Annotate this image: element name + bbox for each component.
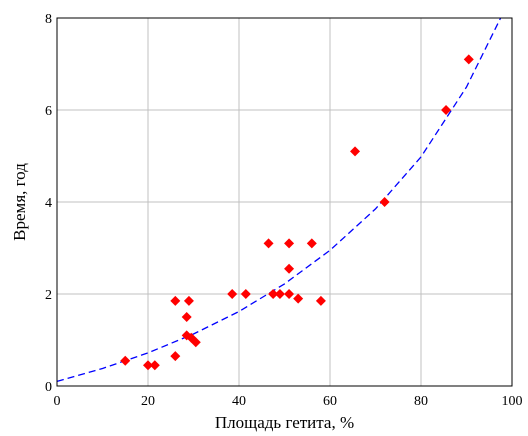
x-tick-label: 100 [502,394,523,409]
y-tick-label: 0 [45,380,52,395]
data-point [293,293,304,304]
data-point [190,337,201,348]
data-point [306,238,317,249]
data-point [350,146,361,157]
data-point [183,295,194,306]
data-point [143,360,153,371]
y-tick-label: 6 [45,104,52,119]
grid [56,17,513,387]
fit-curve-layer [56,17,502,383]
y-tick-label: 4 [45,196,52,211]
data-point [149,360,160,371]
data-point [284,238,295,249]
data-point [181,312,192,322]
x-tick-label: 20 [141,394,155,409]
data-point [240,289,251,299]
y-tick-labels: 0 2 4 6 8 [45,12,52,395]
x-tick-labels: 0 20 40 60 80 100 [54,394,523,409]
x-tick-label: 0 [54,394,61,409]
data-point [170,351,181,362]
y-tick-label: 8 [45,12,52,27]
x-tick-label: 60 [323,394,337,409]
plot-frame [56,17,513,387]
data-point [263,238,274,249]
data-point [274,289,285,299]
data-points-layer [120,54,474,371]
y-tick-label: 2 [45,288,52,303]
fit-curve [56,17,502,383]
data-point [463,54,474,65]
x-tick-label: 80 [414,394,428,409]
data-point [284,263,295,274]
x-tick-label: 40 [232,394,246,409]
data-point [441,105,452,115]
data-point [379,197,390,207]
data-point [315,295,326,306]
data-point [284,289,295,299]
data-point [268,289,279,299]
data-point [120,355,131,366]
data-point [227,289,238,299]
y-axis-title: Время, год [10,163,29,241]
x-axis-title: Площадь гетита, % [215,413,354,432]
data-point [170,295,181,306]
